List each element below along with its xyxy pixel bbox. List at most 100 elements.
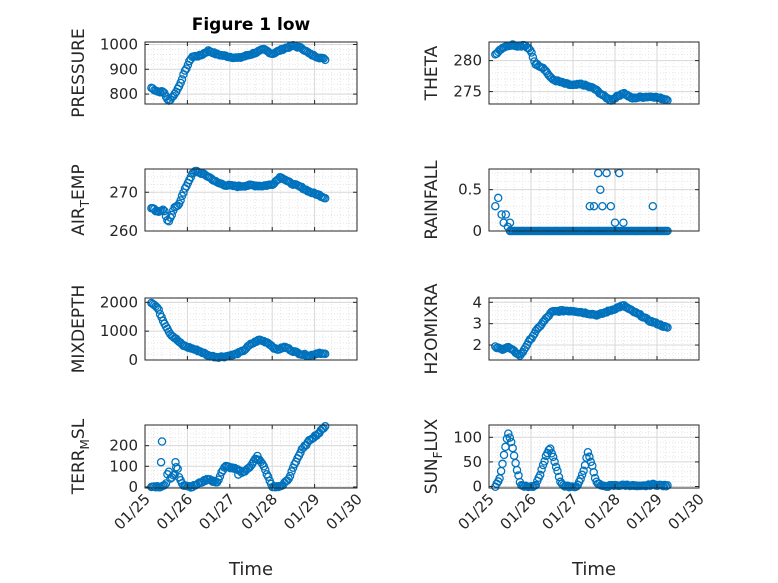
- data-point: [207, 47, 216, 57]
- y-axis-label: RAINFALL: [422, 160, 442, 240]
- x-tick-label: 01/30: [665, 490, 708, 533]
- axes-box: [488, 168, 700, 232]
- data-point: [504, 429, 513, 438]
- data-point: [176, 196, 185, 205]
- y-tick-label: 260: [109, 222, 138, 240]
- data-point: [501, 210, 511, 219]
- panel-pressure: 800 900 1000 PRESSURE: [69, 28, 358, 118]
- data-point: [554, 472, 564, 482]
- data-point: [167, 210, 177, 220]
- data-point: [157, 437, 167, 446]
- x-tick-label: 01/25: [455, 490, 498, 533]
- plot-area: [489, 169, 699, 231]
- y-tick-label: 200: [109, 437, 138, 455]
- y-axis-label: THETA: [422, 45, 442, 101]
- data-point: [320, 194, 330, 203]
- data-point: [579, 466, 588, 476]
- axes-box: [144, 424, 358, 489]
- y-tick-label: 3: [472, 315, 482, 333]
- data-point: [550, 457, 559, 466]
- panel-h2omixra: 2 3 4 H2OMIXRA: [422, 283, 700, 375]
- y-tick-label: 900: [109, 60, 138, 78]
- figure-title: Figure 1 low: [192, 15, 311, 35]
- data-point: [171, 457, 180, 467]
- data-point: [160, 480, 169, 490]
- data-point: [154, 305, 163, 314]
- x-tick-label: 01/27: [195, 490, 238, 533]
- y-tick-label: 800: [109, 85, 138, 103]
- data-point: [285, 471, 295, 481]
- x-tick-label: 01/28: [238, 490, 281, 533]
- x-tick-label: 01/29: [623, 490, 666, 533]
- y-tick-label: 280: [453, 52, 482, 70]
- data-point: [551, 462, 561, 472]
- data-point: [493, 193, 503, 203]
- data-point: [157, 206, 166, 216]
- data-point: [589, 468, 598, 477]
- data-point: [586, 457, 596, 467]
- x-tick-label: 01/27: [539, 490, 582, 533]
- y-axis-label: MIXDEPTH: [69, 285, 89, 374]
- data-point: [663, 481, 672, 490]
- y-axis-label: AIRTEMP: [69, 164, 92, 235]
- data-point: [320, 55, 330, 65]
- data-point: [171, 462, 181, 472]
- y-axis-label: SUNFLUX: [422, 418, 445, 494]
- panel-mixdepth: 0 1000 2000 MIXDEPTH: [69, 285, 358, 374]
- data-point: [619, 218, 628, 227]
- y-tick-label: 275: [453, 83, 482, 101]
- data-point: [553, 466, 562, 476]
- data-point: [169, 471, 178, 480]
- x-tick-label: 01/29: [280, 490, 323, 533]
- data-point: [537, 465, 546, 474]
- panel-theta: 275 280 THETA: [422, 40, 700, 105]
- data-point: [234, 470, 243, 479]
- data-point: [291, 42, 301, 51]
- data-point: [242, 344, 251, 353]
- y-tick-label: 1000: [100, 322, 138, 340]
- data-point: [512, 465, 522, 475]
- data-point: [527, 48, 536, 57]
- data-point: [503, 222, 513, 232]
- y-tick-label: 4: [472, 293, 482, 311]
- panel-air_temp: 260 270 AIRTEMP: [69, 164, 358, 240]
- axes-box: [488, 297, 700, 361]
- data-point: [535, 470, 545, 480]
- data-point: [585, 201, 595, 211]
- y-axis-label: PRESSURE: [69, 28, 89, 117]
- data-point: [576, 474, 585, 484]
- x-tick-label: 01/26: [153, 490, 196, 533]
- data-point: [320, 349, 330, 359]
- y-tick-label: 50: [463, 453, 482, 471]
- data-point: [548, 452, 558, 462]
- y-tick-label: 100: [453, 428, 482, 446]
- panel-terr_msl: 0 100 200 01/25 01/26 01/27 01/28 01/29 01/30 TER…: [69, 418, 366, 533]
- data-point: [598, 201, 607, 211]
- data-point: [208, 477, 218, 487]
- axes-box: [488, 424, 700, 489]
- panel-rainfall: 0 0.5 RAINFALL: [422, 160, 700, 240]
- data-point: [156, 457, 166, 467]
- axes-box: [144, 41, 358, 105]
- x-tick-label: 01/28: [581, 490, 624, 533]
- data-point: [528, 53, 538, 62]
- data-point: [517, 349, 526, 359]
- data-point: [161, 479, 171, 488]
- data-point: [661, 482, 671, 491]
- data-point: [606, 201, 616, 211]
- x-tick-label: 01/25: [111, 490, 154, 533]
- data-point: [583, 447, 593, 457]
- data-point: [585, 452, 594, 462]
- x-axis-label-right: Time: [571, 559, 616, 580]
- data-point: [663, 323, 672, 332]
- data-point: [263, 472, 273, 482]
- y-tick-label: 1000: [100, 35, 138, 53]
- x-tick-label: 01/26: [497, 490, 540, 533]
- data-point: [261, 465, 270, 475]
- data-point: [648, 201, 658, 211]
- y-tick-label: 0: [472, 222, 482, 240]
- data-point: [319, 54, 328, 63]
- data-point: [524, 44, 533, 53]
- data-point: [287, 467, 296, 476]
